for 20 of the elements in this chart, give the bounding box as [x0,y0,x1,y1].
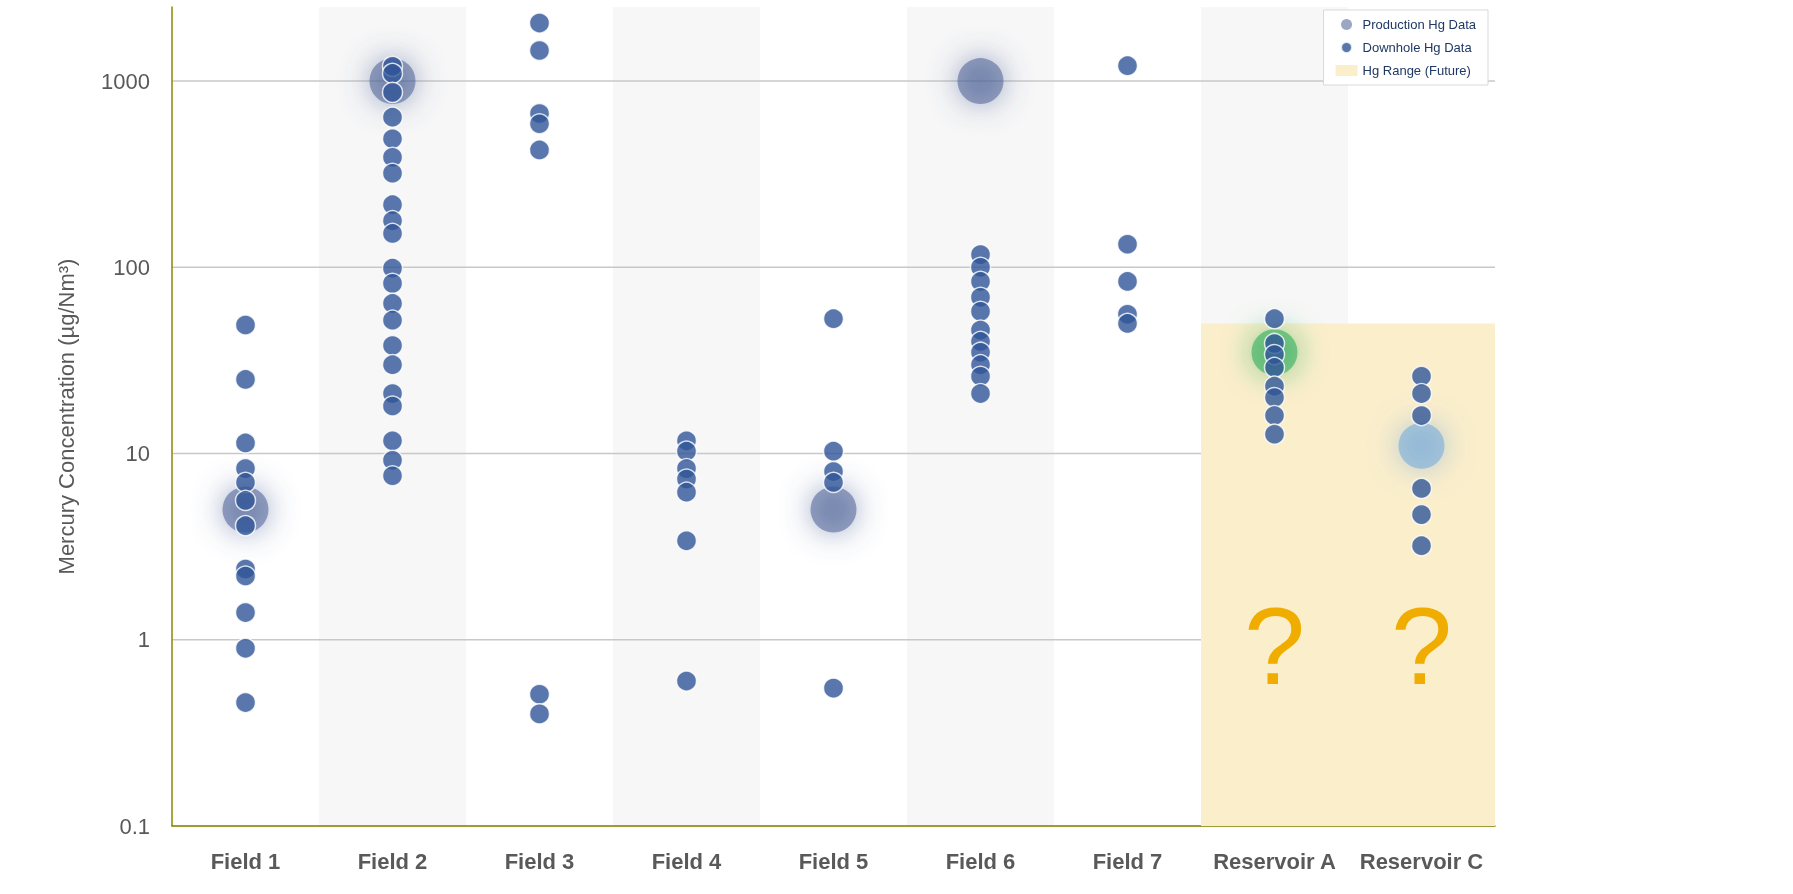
x-tick-label: Field 4 [651,848,723,874]
annotation: ? [1390,584,1453,708]
annotation: ? [1243,584,1306,708]
x-tick-label: Field 6 [945,848,1016,874]
x-tick-label: Reservoir C [1359,848,1484,874]
legend-label: Downhole Hg Data [1362,40,1473,55]
y-tick-label: 1000 [101,68,150,94]
x-tick-label: Field 3 [504,848,575,874]
y-axis-title: Mercury Concentration (µg/Nm³) [53,258,79,575]
legend-label: Production Hg Data [1362,17,1477,32]
y-tick-label: 100 [113,254,150,280]
x-tick-label: Reservoir A [1213,848,1336,874]
y-tick-label: 10 [125,441,150,467]
x-tick-label: Field 2 [357,848,428,874]
x-tick-label: Field 1 [210,848,281,874]
legend-label: Hg Range (Future) [1362,63,1471,78]
x-tick-label: Field 7 [1092,848,1163,874]
y-tick-label: 0.1 [119,813,150,839]
x-tick-label: Field 5 [798,848,869,874]
y-tick-label: 1 [137,627,150,653]
